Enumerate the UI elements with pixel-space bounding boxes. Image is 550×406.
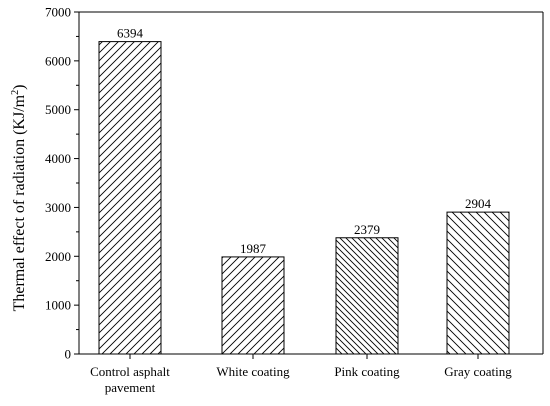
y-axis-title-superscript: 2 (10, 90, 21, 95)
y-tick-label: 2000 (45, 249, 71, 264)
bar (446, 211, 510, 355)
y-tick-label: 3000 (45, 200, 71, 215)
bar-value-label: 1987 (240, 241, 267, 256)
bar (335, 237, 399, 355)
bar (221, 256, 285, 355)
x-tick-label: Pink coating (334, 364, 400, 379)
y-tick-label: 1000 (45, 298, 71, 313)
axes: 0 1000 2000 3000 4000 5000 6000 7000 (45, 5, 544, 362)
x-tick-label: Control asphalt (90, 364, 170, 379)
x-tick-label: Gray coating (444, 364, 512, 379)
y-tick-label: 5000 (45, 102, 71, 117)
y-tick-label: 6000 (45, 53, 71, 68)
bar (98, 41, 162, 355)
x-tick-label: pavement (105, 380, 156, 395)
bar-value-label: 2904 (465, 196, 492, 211)
x-tick-label: White coating (216, 364, 290, 379)
y-axis-title: Thermal effect of radiation (KJ/m2) (10, 85, 28, 312)
y-axis-title-main: Thermal effect of radiation (KJ/m (11, 94, 28, 311)
bar-value-label: 2379 (354, 222, 380, 237)
y-tick-label: 4000 (45, 151, 71, 166)
bars (98, 41, 510, 355)
y-tick-label: 7000 (45, 5, 71, 20)
y-tick-label: 0 (65, 347, 72, 362)
bar-value-label: 6394 (117, 26, 144, 41)
y-axis-title-close: ) (11, 85, 28, 90)
